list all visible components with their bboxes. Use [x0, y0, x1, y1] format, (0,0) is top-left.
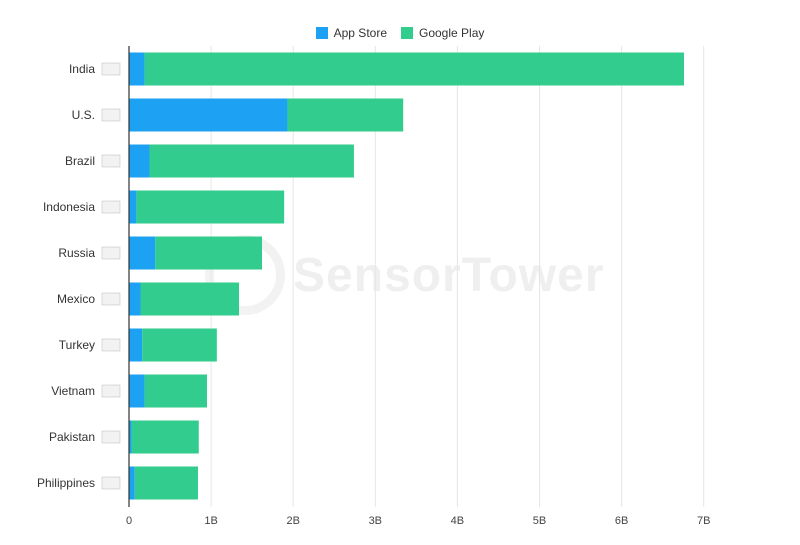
category-label: Turkey: [59, 338, 95, 352]
app-store-bar: [129, 466, 135, 500]
google-play-bar: [155, 236, 263, 270]
pakistan-flag-icon: [101, 430, 121, 444]
google-play-bar: [131, 420, 199, 454]
mexico-flag-icon: [101, 292, 121, 306]
x-tick-label: 6B: [615, 515, 628, 527]
category-label: India: [69, 62, 95, 76]
app-store-bar: [129, 328, 143, 362]
x-tick-label: 3B: [369, 515, 382, 527]
us-flag-icon: [101, 108, 121, 122]
google-play-bar: [287, 98, 404, 132]
app-store-bar: [129, 282, 141, 316]
category-label: U.S.: [72, 108, 95, 122]
google-play-swatch: [401, 27, 413, 39]
x-tick-label: 4B: [451, 515, 464, 527]
turkey-flag-icon: [101, 338, 121, 352]
app-store-bar: [129, 374, 145, 408]
indonesia-flag-icon: [101, 200, 121, 214]
vietnam-flag-icon: [101, 384, 121, 398]
philippines-flag-icon: [101, 476, 121, 490]
app-store-swatch: [315, 27, 328, 39]
category-label: Indonesia: [43, 200, 95, 214]
category-label: Philippines: [37, 476, 95, 490]
legend-label-app-store: App Store: [333, 26, 387, 40]
x-tick-label: 2B: [286, 515, 299, 527]
app-store-bar: [129, 420, 132, 454]
app-store-bar: [129, 144, 150, 178]
app-store-bar: [129, 98, 288, 132]
category-label: Vietnam: [51, 384, 95, 398]
x-tick-label: 5B: [533, 515, 546, 527]
russia-flag-icon: [101, 246, 121, 260]
category-label: Pakistan: [49, 430, 95, 444]
google-play-bar: [144, 374, 207, 408]
legend-item-app-store[interactable]: App Store: [315, 26, 387, 40]
india-flag-icon: [101, 62, 121, 76]
brazil-flag-icon: [101, 154, 121, 168]
chart-legend: App Store Google Play: [0, 26, 800, 40]
google-play-bar: [142, 328, 217, 362]
google-play-bar: [136, 190, 285, 224]
x-tick-label: 7B: [697, 515, 710, 527]
x-tick-label: 0: [126, 515, 132, 527]
category-label: Brazil: [65, 154, 95, 168]
category-label: Russia: [58, 246, 95, 260]
app-store-bar: [129, 52, 145, 86]
app-store-bar: [129, 190, 137, 224]
google-play-bar: [134, 466, 198, 500]
google-play-bar: [149, 144, 354, 178]
legend-item-google-play[interactable]: Google Play: [401, 26, 484, 40]
app-store-bar: [129, 236, 156, 270]
google-play-bar: [144, 52, 684, 86]
legend-label-google-play: Google Play: [419, 26, 485, 40]
x-tick-label: 1B: [204, 515, 217, 527]
google-play-bar: [140, 282, 240, 316]
category-label: Mexico: [57, 292, 95, 306]
